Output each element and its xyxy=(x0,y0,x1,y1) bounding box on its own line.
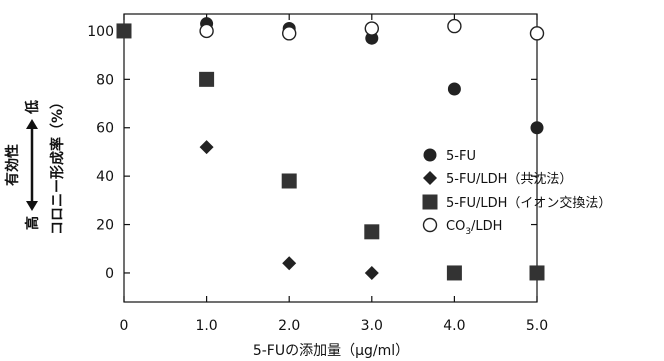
data-points xyxy=(116,17,545,281)
data-point xyxy=(529,26,545,41)
legend-marker xyxy=(423,171,437,185)
x-tick-label: 5.0 xyxy=(526,318,548,334)
efficacy-annotation: 低 高 xyxy=(24,100,41,230)
data-point xyxy=(365,31,379,45)
double-arrow-icon xyxy=(26,119,38,211)
x-tick-label: 4.0 xyxy=(443,318,465,334)
x-tick-label: 1.0 xyxy=(195,318,217,334)
legend-marker xyxy=(422,194,438,210)
legend-marker xyxy=(422,217,438,233)
legend-label: 5-FU/LDH（イオン交換法） xyxy=(446,195,611,211)
legend: 5-FU 5-FU/LDH（共沈法） 5-FU/LDH（イオン交換法） CO3/LDH xyxy=(422,148,611,237)
data-point xyxy=(199,140,214,155)
efficacy-low-label: 低 xyxy=(24,100,41,115)
x-tick-label: 0 xyxy=(120,318,129,334)
legend-label: 5-FU xyxy=(446,149,476,164)
y-tick-label: 100 xyxy=(87,24,114,40)
plot-frame xyxy=(123,13,538,303)
series-5-fu xyxy=(117,17,544,135)
y-tick-label: 0 xyxy=(105,266,114,282)
y-tick-label: 60 xyxy=(96,121,114,137)
data-point xyxy=(446,265,462,281)
x-tick-label: 3.0 xyxy=(361,318,383,334)
data-point xyxy=(447,18,462,34)
legend-marker xyxy=(423,148,437,162)
y-tick-label: 40 xyxy=(96,169,114,185)
data-point xyxy=(364,224,380,240)
y-axis-label-group: コロニー形成率（%） xyxy=(49,95,66,235)
data-point xyxy=(529,265,545,281)
y-axis-label: コロニー形成率（%） xyxy=(49,95,66,235)
data-point xyxy=(282,256,297,271)
legend-label: CO3/LDH xyxy=(446,219,502,237)
efficacy-high-label: 高 xyxy=(24,216,41,230)
data-point xyxy=(447,82,461,96)
legend-label: 5-FU/LDH（共沈法） xyxy=(446,172,572,187)
data-point xyxy=(282,26,297,41)
x-axis-label: 5-FUの添加量（μg/ml） xyxy=(253,343,409,359)
data-point xyxy=(530,121,544,135)
data-point xyxy=(364,21,379,36)
efficacy-label-group: 有効性 xyxy=(4,144,21,186)
series-5-fu-ldh xyxy=(116,23,545,281)
series-co3-ldh xyxy=(199,18,545,41)
data-point xyxy=(364,265,379,280)
x-tick-label: 2.0 xyxy=(278,318,300,334)
data-point xyxy=(199,23,214,39)
data-point xyxy=(199,71,215,87)
data-point xyxy=(116,23,132,39)
y-tick-label: 20 xyxy=(96,218,114,234)
axis-ticks: 0 1.0 2.0 3.0 4.0 5.0 0 20 40 60 80 100 xyxy=(87,14,548,334)
efficacy-label: 有効性 xyxy=(4,144,21,186)
data-point xyxy=(281,173,297,189)
series-5-fu-ldh xyxy=(199,140,379,280)
y-tick-label: 80 xyxy=(96,72,114,88)
